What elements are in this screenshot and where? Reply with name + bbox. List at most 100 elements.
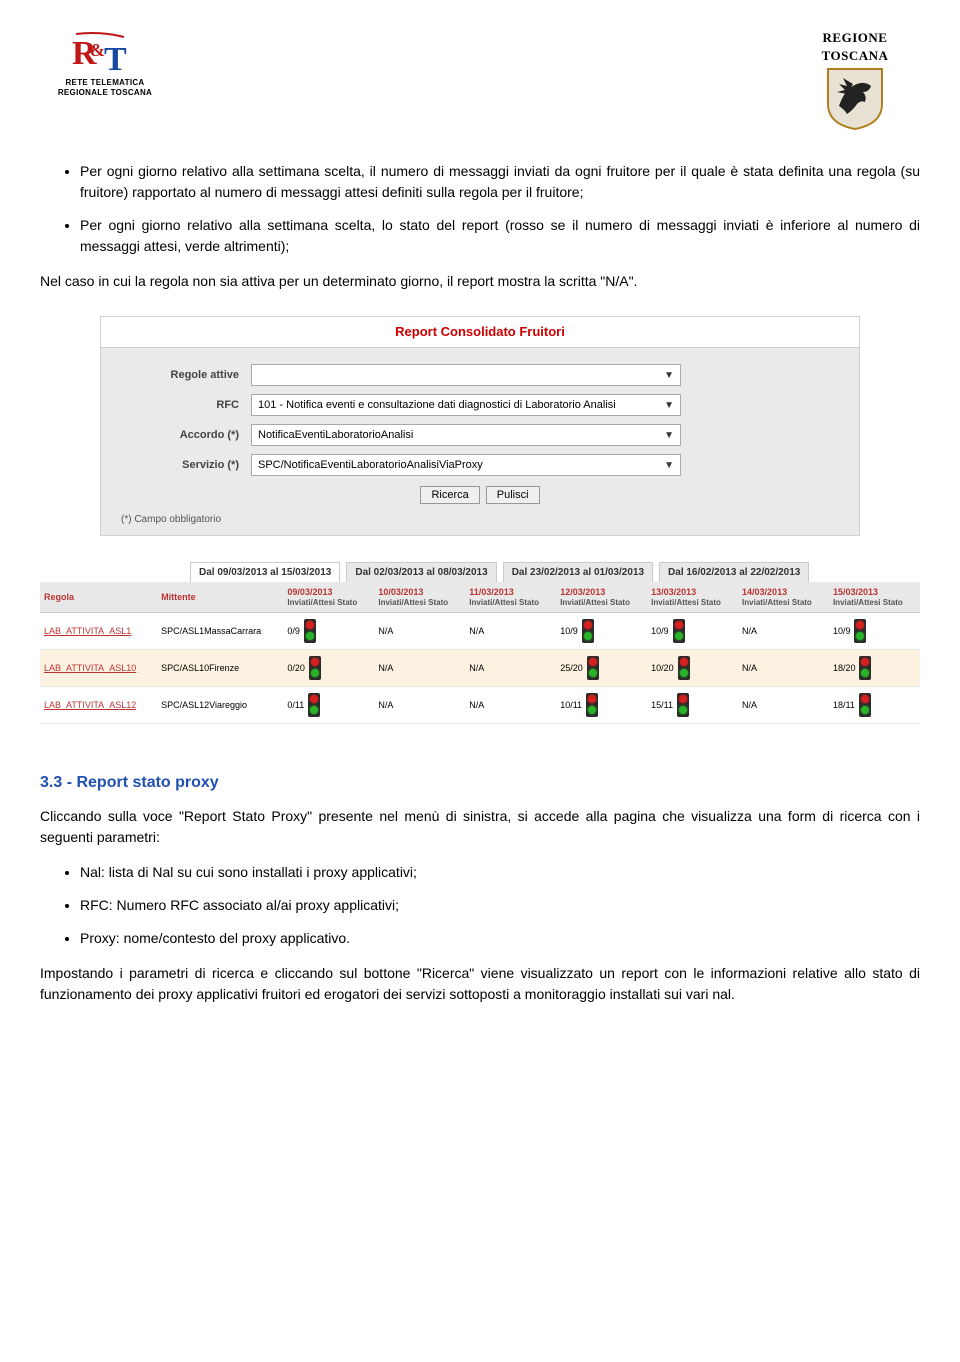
label-regole: Regole attive xyxy=(121,369,251,381)
select-servizio[interactable]: SPC/NotificaEventiLaboratorioAnalisiViaP… xyxy=(251,454,681,476)
logo-regione-line1: REGIONE xyxy=(790,30,920,46)
cell-value: 0/9 xyxy=(287,626,300,636)
cell-day: 0/20 xyxy=(283,650,374,687)
cell-value: N/A xyxy=(378,626,393,636)
cell-value: N/A xyxy=(742,626,757,636)
report-form-panel: Report Consolidato Fruitori Regole attiv… xyxy=(100,316,860,536)
form-mandatory-note: (*) Campo obbligatorio xyxy=(121,514,839,525)
body-text-top: Per ogni giorno relativo alla settimana … xyxy=(40,161,920,292)
cell-day: 18/11 xyxy=(829,687,920,724)
top-bullet-1: Per ogni giorno relativo alla settimana … xyxy=(80,161,920,203)
bullet-rfc: RFC: Numero RFC associato al/ai proxy ap… xyxy=(80,895,920,916)
report-table-body: LAB_ATTIVITA_ASL1SPC/ASL1MassaCarrara0/9… xyxy=(40,613,920,724)
svg-text:&: & xyxy=(90,40,105,60)
cell-value: 25/20 xyxy=(560,663,583,673)
logo-regione-line2: TOSCANA xyxy=(790,48,920,64)
cell-mittente: SPC/ASL10Firenze xyxy=(157,650,283,687)
date-tab-0[interactable]: Dal 09/03/2013 al 15/03/2013 xyxy=(190,562,340,582)
cell-day: N/A xyxy=(374,687,465,724)
traffic-light-icon xyxy=(678,656,690,680)
cell-day: 25/20 xyxy=(556,650,647,687)
label-accordo: Accordo (*) xyxy=(121,429,251,441)
section-3-3-body: Cliccando sulla voce "Report Stato Proxy… xyxy=(40,806,920,1005)
select-accordo[interactable]: NotificaEventiLaboratorioAnalisi ▼ xyxy=(251,424,681,446)
traffic-light-icon xyxy=(854,619,866,643)
form-row-accordo: Accordo (*) NotificaEventiLaboratorioAna… xyxy=(121,424,839,446)
section-3-3-bullets: Nal: lista di Nal su cui sono installati… xyxy=(40,862,920,949)
cell-day: 10/11 xyxy=(556,687,647,724)
cell-day: N/A xyxy=(374,650,465,687)
cell-day: 0/11 xyxy=(283,687,374,724)
cell-day: 15/11 xyxy=(647,687,738,724)
cell-day: 10/20 xyxy=(647,650,738,687)
cell-day: N/A xyxy=(738,687,829,724)
table-header: 12/03/2013Inviati/Attesi Stato xyxy=(556,582,647,613)
select-accordo-value: NotificaEventiLaboratorioAnalisi xyxy=(258,429,413,441)
form-row-rfc: RFC 101 - Notifica eventi e consultazion… xyxy=(121,394,839,416)
cell-value: 10/9 xyxy=(833,626,851,636)
rt-icon: R & T xyxy=(68,30,143,75)
cell-day: 0/9 xyxy=(283,613,374,650)
logo-rtrt-line2: REGIONALE TOSCANA xyxy=(40,88,170,98)
cell-value: 18/11 xyxy=(833,700,855,710)
cell-value: 10/20 xyxy=(651,663,674,673)
cell-day: N/A xyxy=(465,613,556,650)
cell-day: N/A xyxy=(465,650,556,687)
form-buttons-row: Ricerca Pulisci xyxy=(121,486,839,504)
form-title-bar: Report Consolidato Fruitori xyxy=(101,317,859,348)
logo-rtrt: R & T RETE TELEMATICA REGIONALE TOSCANA xyxy=(40,30,170,97)
section-3-3-intro: Cliccando sulla voce "Report Stato Proxy… xyxy=(40,806,920,848)
cell-value: N/A xyxy=(378,663,393,673)
table-row: LAB_ATTIVITA_ASL1SPC/ASL1MassaCarrara0/9… xyxy=(40,613,920,650)
traffic-light-icon xyxy=(673,619,685,643)
select-rfc[interactable]: 101 - Notifica eventi e consultazione da… xyxy=(251,394,681,416)
chevron-down-icon: ▼ xyxy=(664,370,674,381)
cell-value: 18/20 xyxy=(833,663,856,673)
cell-day: 10/9 xyxy=(647,613,738,650)
label-rfc: RFC xyxy=(121,399,251,411)
cell-value: 10/9 xyxy=(560,626,578,636)
pegasus-shield-icon xyxy=(825,66,885,131)
traffic-light-icon xyxy=(859,656,871,680)
chevron-down-icon: ▼ xyxy=(664,400,674,411)
report-table: RegolaMittente09/03/2013Inviati/Attesi S… xyxy=(40,582,920,724)
report-table-head: RegolaMittente09/03/2013Inviati/Attesi S… xyxy=(40,582,920,613)
logo-rtrt-line1: RETE TELEMATICA xyxy=(40,78,170,88)
date-tab-2[interactable]: Dal 23/02/2013 al 01/03/2013 xyxy=(503,562,653,582)
date-tab-3[interactable]: Dal 16/02/2013 al 22/02/2013 xyxy=(659,562,809,582)
traffic-light-icon xyxy=(677,693,689,717)
cell-day: N/A xyxy=(738,650,829,687)
table-row: LAB_ATTIVITA_ASL12 SPC/ASL12Viareggio0/11… xyxy=(40,687,920,724)
after-bullets-paragraph: Nel caso in cui la regola non sia attiva… xyxy=(40,271,920,292)
cell-value: 15/11 xyxy=(651,700,673,710)
select-rfc-value: 101 - Notifica eventi e consultazione da… xyxy=(258,399,616,411)
cell-mittente: SPC/ASL12Viareggio xyxy=(157,687,283,724)
table-header: 10/03/2013Inviati/Attesi Stato xyxy=(374,582,465,613)
cell-day: N/A xyxy=(738,613,829,650)
chevron-down-icon: ▼ xyxy=(664,430,674,441)
regola-link[interactable]: LAB_ATTIVITA_ASL10 xyxy=(44,663,136,673)
logo-regione-toscana: REGIONE TOSCANA xyxy=(790,30,920,131)
bullet-proxy: Proxy: nome/contesto del proxy applicati… xyxy=(80,928,920,949)
regola-link[interactable]: LAB_ATTIVITA_ASL12 xyxy=(44,700,136,710)
form-title: Report Consolidato Fruitori xyxy=(395,324,565,339)
traffic-light-icon xyxy=(582,619,594,643)
cell-regola: LAB_ATTIVITA_ASL10 xyxy=(40,650,157,687)
traffic-light-icon xyxy=(587,656,599,680)
traffic-light-icon xyxy=(586,693,598,717)
date-tab-1[interactable]: Dal 02/03/2013 al 08/03/2013 xyxy=(346,562,496,582)
select-servizio-value: SPC/NotificaEventiLaboratorioAnalisiViaP… xyxy=(258,459,483,471)
cell-day: 10/9 xyxy=(556,613,647,650)
top-bullet-2: Per ogni giorno relativo alla settimana … xyxy=(80,215,920,257)
search-button[interactable]: Ricerca xyxy=(420,486,479,504)
table-header: Regola xyxy=(40,582,157,613)
label-servizio: Servizio (*) xyxy=(121,459,251,471)
svg-text:T: T xyxy=(104,41,127,75)
header-row: R & T RETE TELEMATICA REGIONALE TOSCANA … xyxy=(40,30,920,131)
select-regole[interactable]: ▼ xyxy=(251,364,681,386)
bullet-nal: Nal: lista di Nal su cui sono installati… xyxy=(80,862,920,883)
cell-value: N/A xyxy=(469,700,484,710)
regola-link[interactable]: LAB_ATTIVITA_ASL1 xyxy=(44,626,131,636)
cell-day: 18/20 xyxy=(829,650,920,687)
clear-button[interactable]: Pulisci xyxy=(486,486,540,504)
